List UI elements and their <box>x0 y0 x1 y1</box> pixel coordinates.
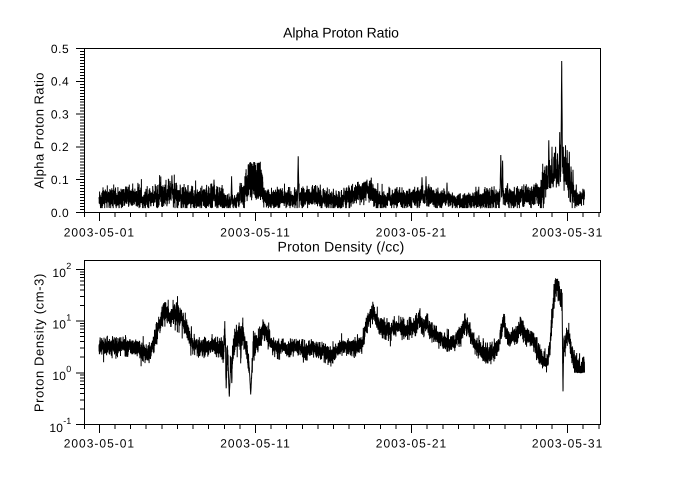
svg-text:0.2: 0.2 <box>51 140 69 154</box>
svg-text:2003-05-11: 2003-05-11 <box>220 437 291 451</box>
svg-text:2003-05-11: 2003-05-11 <box>220 226 291 240</box>
svg-text:2003-05-31: 2003-05-31 <box>532 226 603 240</box>
svg-text:Alpha Proton Ratio: Alpha Proton Ratio <box>32 72 47 189</box>
svg-text:2003-05-31: 2003-05-31 <box>532 437 603 451</box>
svg-text:2003-05-21: 2003-05-21 <box>376 437 447 451</box>
svg-text:2003-05-01: 2003-05-01 <box>64 226 135 240</box>
svg-text:2003-05-21: 2003-05-21 <box>376 226 447 240</box>
svg-text:0.5: 0.5 <box>51 42 69 56</box>
svg-text:Proton Density (/cc): Proton Density (/cc) <box>278 239 405 255</box>
svg-text:0.4: 0.4 <box>51 75 69 89</box>
svg-text:0.3: 0.3 <box>51 107 69 121</box>
svg-text:Proton Density (cm-3): Proton Density (cm-3) <box>32 273 47 412</box>
svg-text:0.0: 0.0 <box>51 206 69 220</box>
svg-text:2003-05-01: 2003-05-01 <box>64 437 135 451</box>
svg-text:Alpha Proton Ratio: Alpha Proton Ratio <box>283 25 399 41</box>
svg-text:0.1: 0.1 <box>51 173 69 187</box>
